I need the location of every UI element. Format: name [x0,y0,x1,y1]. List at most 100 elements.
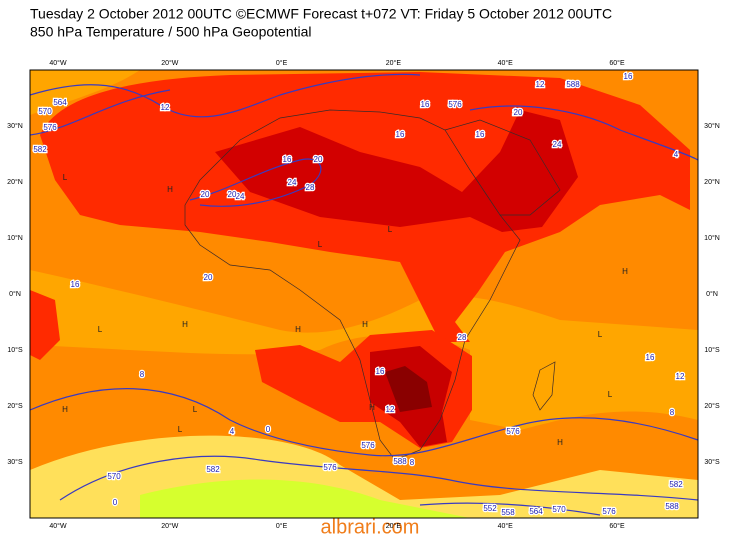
contour-label: 8 [410,458,415,467]
temperature-zone [30,70,140,115]
longitude-label: 20°W [161,59,179,67]
latitude-label: 0°N [9,290,21,298]
pressure-mark: L [388,225,393,234]
longitude-label: 40°W [49,59,67,67]
contour-label: 564 [53,98,67,107]
latitude-label: 30°N [7,122,23,130]
pressure-mark: L [178,425,183,434]
contour-label: 4 [230,427,235,436]
contour-label: 24 [236,192,245,201]
contour-label: 570 [107,472,121,481]
contour-label: 588 [566,80,580,89]
pressure-mark: H [167,185,173,194]
title: Tuesday 2 October 2012 00UTC ©ECMWF Fore… [30,6,612,22]
latitude-label: 20°S [704,402,720,410]
longitude-label: 40°E [498,59,514,67]
contour-label: 20 [228,190,237,199]
contour-label: 20 [204,273,213,282]
longitude-label: 20°E [386,522,402,530]
contour-label: 16 [421,100,430,109]
latitude-label: 20°N [704,178,720,186]
latitude-label: 20°S [7,402,23,410]
contour-line [29,73,421,118]
temperature-zone [215,110,578,232]
map [29,69,699,519]
contour-label: 552 [483,504,497,513]
contour-label: 0 [113,498,118,507]
contour-label: 20 [514,108,523,117]
contour-line [59,455,699,501]
contour-label: 28 [458,333,467,342]
coastline [444,119,561,216]
contour-label: 8 [670,408,675,417]
contour-line [469,105,699,161]
longitude-label: 20°W [161,522,179,530]
contour-label: 16 [566,80,575,89]
contour-label: 16 [624,72,633,81]
contour-label: 570 [38,107,52,116]
contour-label: 582 [206,465,220,474]
pressure-mark: H [295,325,301,334]
contour-label: 28 [306,183,315,192]
contour-label: 16 [476,130,485,139]
contour-label: 12 [536,80,545,89]
contour-label: 0 [266,425,271,434]
contour-label: 20 [201,190,210,199]
contour-label: 582 [33,145,47,154]
pressure-mark: L [193,405,198,414]
latitude-label: 30°S [704,458,720,466]
contour-label: 576 [323,463,337,472]
coastline [532,361,556,411]
temperature-zone [385,366,432,412]
pressure-mark: H [62,405,68,414]
contour-line [419,502,601,516]
contour-label: 24 [553,140,562,149]
temperature-zone [140,479,470,518]
latitude-label: 20°N [7,178,23,186]
longitude-label: 40°E [498,522,514,530]
contour-line [29,89,171,136]
longitude-label: 0°E [276,522,288,530]
temperature-zone [30,270,698,430]
contour-label: 4 [674,150,679,159]
contour-label: 576 [43,123,57,132]
latitude-label: 0°N [706,290,718,298]
latitude-label: 10°N [7,234,23,242]
subtitle: 850 hPa Temperature / 500 hPa Geopotenti… [30,24,312,40]
latitude-label: 30°S [7,458,23,466]
latitude-label: 30°N [704,122,720,130]
longitude-label: 20°E [386,59,402,67]
longitude-label: 40°W [49,522,67,530]
contour-label: 564 [529,507,543,516]
contour-label: 558 [501,508,515,517]
latitude-label: 10°S [7,346,23,354]
contour-label: 16 [646,353,655,362]
map-frame [29,69,699,519]
contour-label: 12 [513,108,522,117]
contour-label: 12 [161,103,170,112]
contour-label: 16 [376,367,385,376]
contour-label: 8 [140,370,145,379]
longitude-label: 0°E [276,59,288,67]
contour-line [189,158,322,207]
contour-label: 588 [393,457,407,466]
contour-label: 576 [602,507,616,516]
contour-label: 24 [288,178,297,187]
longitude-label: 60°E [609,59,625,67]
temperature-zone [30,290,60,360]
contour-label: 576 [506,427,520,436]
coastline [184,109,521,461]
contour-label: 576 [448,100,462,109]
pressure-mark: L [318,240,323,249]
contour-label: 576 [361,441,375,450]
contour-label: 12 [386,405,395,414]
pressure-mark: L [98,325,103,334]
pressure-mark: L [598,330,603,339]
contour-line [29,388,699,457]
contour-label: 16 [283,155,292,164]
pressure-mark: H [557,438,563,447]
contour-label: 582 [669,480,683,489]
pressure-mark: H [369,403,375,412]
watermark: albrari.com [321,516,420,538]
